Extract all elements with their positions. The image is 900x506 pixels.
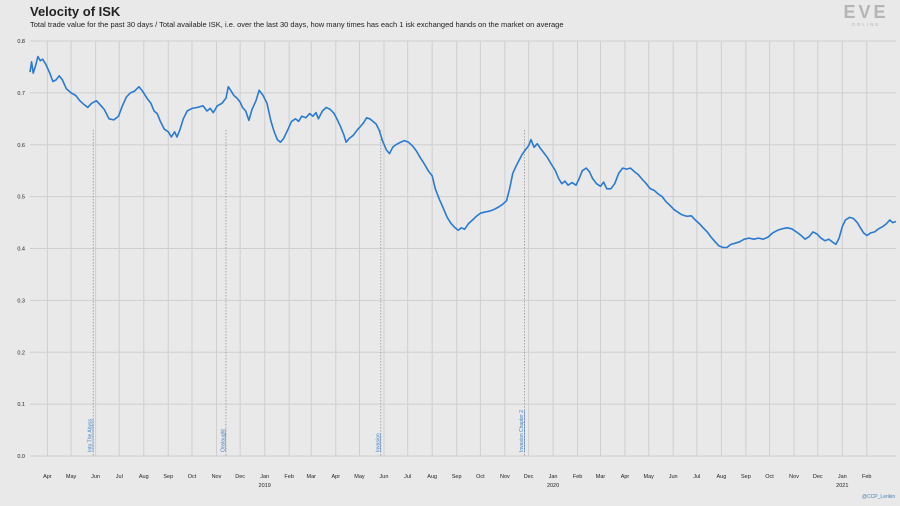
x-tick-label: Dec [524,474,534,480]
y-tick-label: 0.8 [17,39,25,45]
x-tick-label: Jan [260,474,269,480]
x-tick-label: Aug [427,474,437,480]
y-tick-label: 0.1 [17,402,25,408]
x-tick-label: Nov [212,474,222,480]
x-year-label: 2020 [547,483,559,489]
x-tick-label: Jul [116,474,123,480]
chart-subtitle: Total trade value for the past 30 days /… [30,20,564,29]
x-tick-label: Jul [693,474,700,480]
x-tick-label: Jun [91,474,100,480]
x-year-label: 2021 [836,483,848,489]
x-axis: Apr May Jun Jul Aug Sep Oct Nov Dec Jan 2019 Feb Mar… [43,474,871,489]
x-tick-label: Apr [332,474,341,480]
x-tick-label: May [643,474,654,480]
series-line [29,55,897,249]
x-tick-label: Jul [404,474,411,480]
x-tick-label: Jan [838,474,847,480]
x-tick-label: Apr [43,474,52,480]
x-tick-label: Mar [596,474,606,480]
x-tick-label: Feb [573,474,582,480]
x-tick-label: May [66,474,77,480]
x-tick-label: Oct [476,474,485,480]
y-axis: 0.0 0.1 0.2 0.3 0.4 0.5 0.6 0.7 0.8 [17,39,25,460]
eve-online-logo: EVE ONLINE [843,2,888,27]
x-tick-label: Jan [549,474,558,480]
x-tick-label: Oct [765,474,774,480]
chart-title: Velocity of ISK [30,4,121,19]
x-tick-label: Aug [716,474,726,480]
event-label: Invasion [375,433,381,452]
y-tick-label: 0.2 [17,350,25,356]
chart-grid [30,40,896,457]
x-tick-label: Aug [139,474,149,480]
x-tick-label: Nov [789,474,799,480]
x-tick-label: Jun [380,474,389,480]
event-label: Invasion Chapter 2 [519,410,525,452]
x-tick-label: Oct [188,474,197,480]
x-tick-label: Dec [813,474,823,480]
y-tick-label: 0.5 [17,195,25,201]
x-tick-label: Feb [284,474,293,480]
x-tick-label: Dec [235,474,245,480]
y-tick-label: 0.4 [17,247,25,253]
event-label: Into The Abyss [88,419,94,452]
logo-subtext: ONLINE [852,22,881,27]
x-tick-label: Sep [452,474,462,480]
x-tick-label: Feb [862,474,871,480]
x-tick-label: Mar [307,474,317,480]
y-tick-label: 0.0 [17,454,25,460]
event-label: Onslaught [220,429,226,452]
x-year-label: 2019 [259,483,271,489]
x-tick-label: Apr [621,474,630,480]
logo-text: EVE [843,2,888,22]
y-tick-label: 0.7 [17,91,25,97]
chart-annotations: Into The Abyss Onslaught Invasion Invasion … [88,130,525,456]
x-tick-label: May [354,474,365,480]
x-tick-label: Sep [741,474,751,480]
y-tick-label: 0.6 [17,143,25,149]
x-tick-label: Jun [669,474,678,480]
author-credit: @CCP_Lerikin [862,494,896,500]
x-tick-label: Sep [163,474,173,480]
chart-series [29,55,897,249]
y-tick-label: 0.3 [17,298,25,304]
x-tick-label: Nov [500,474,510,480]
